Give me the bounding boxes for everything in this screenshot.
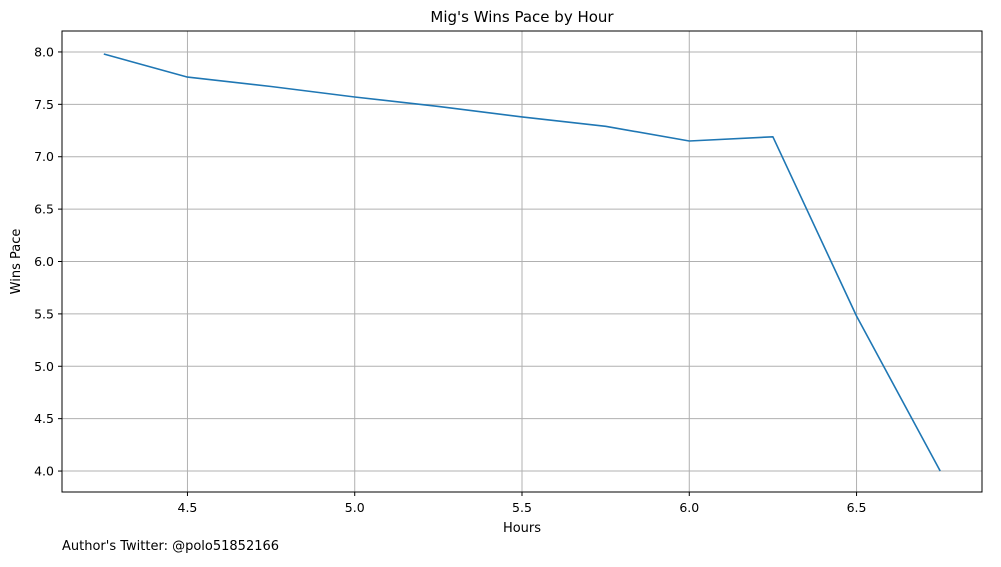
y-tick-label: 7.5 [34, 97, 54, 112]
x-tick-label: 6.0 [679, 500, 699, 515]
x-tick-label: 5.0 [345, 500, 365, 515]
y-tick-label: 6.0 [34, 254, 54, 269]
y-tick-label: 5.5 [34, 306, 54, 321]
chart-title: Mig's Wins Pace by Hour [430, 8, 614, 26]
grid [62, 31, 982, 492]
axis-ticks: 4.5 5.0 5.5 6.0 6.5 4.0 4.5 5.0 5.5 6.0 6.5 7.0 7.5 8… [34, 44, 866, 515]
y-tick-label: 8.0 [34, 44, 54, 59]
x-axis-label: Hours [503, 521, 541, 536]
series-line [103, 53, 941, 472]
x-tick-label: 6.5 [847, 500, 867, 515]
series-group [103, 53, 941, 472]
y-axis-label: Wins Pace [9, 229, 24, 295]
y-tick-label: 4.5 [34, 411, 54, 426]
author-credit: Author's Twitter: @polo51852166 [62, 539, 279, 554]
y-tick-label: 7.0 [34, 149, 54, 164]
y-tick-label: 5.0 [34, 359, 54, 374]
x-tick-label: 5.5 [512, 500, 532, 515]
x-tick-label: 4.5 [178, 500, 198, 515]
y-tick-label: 4.0 [34, 464, 54, 479]
y-tick-label: 6.5 [34, 202, 54, 217]
